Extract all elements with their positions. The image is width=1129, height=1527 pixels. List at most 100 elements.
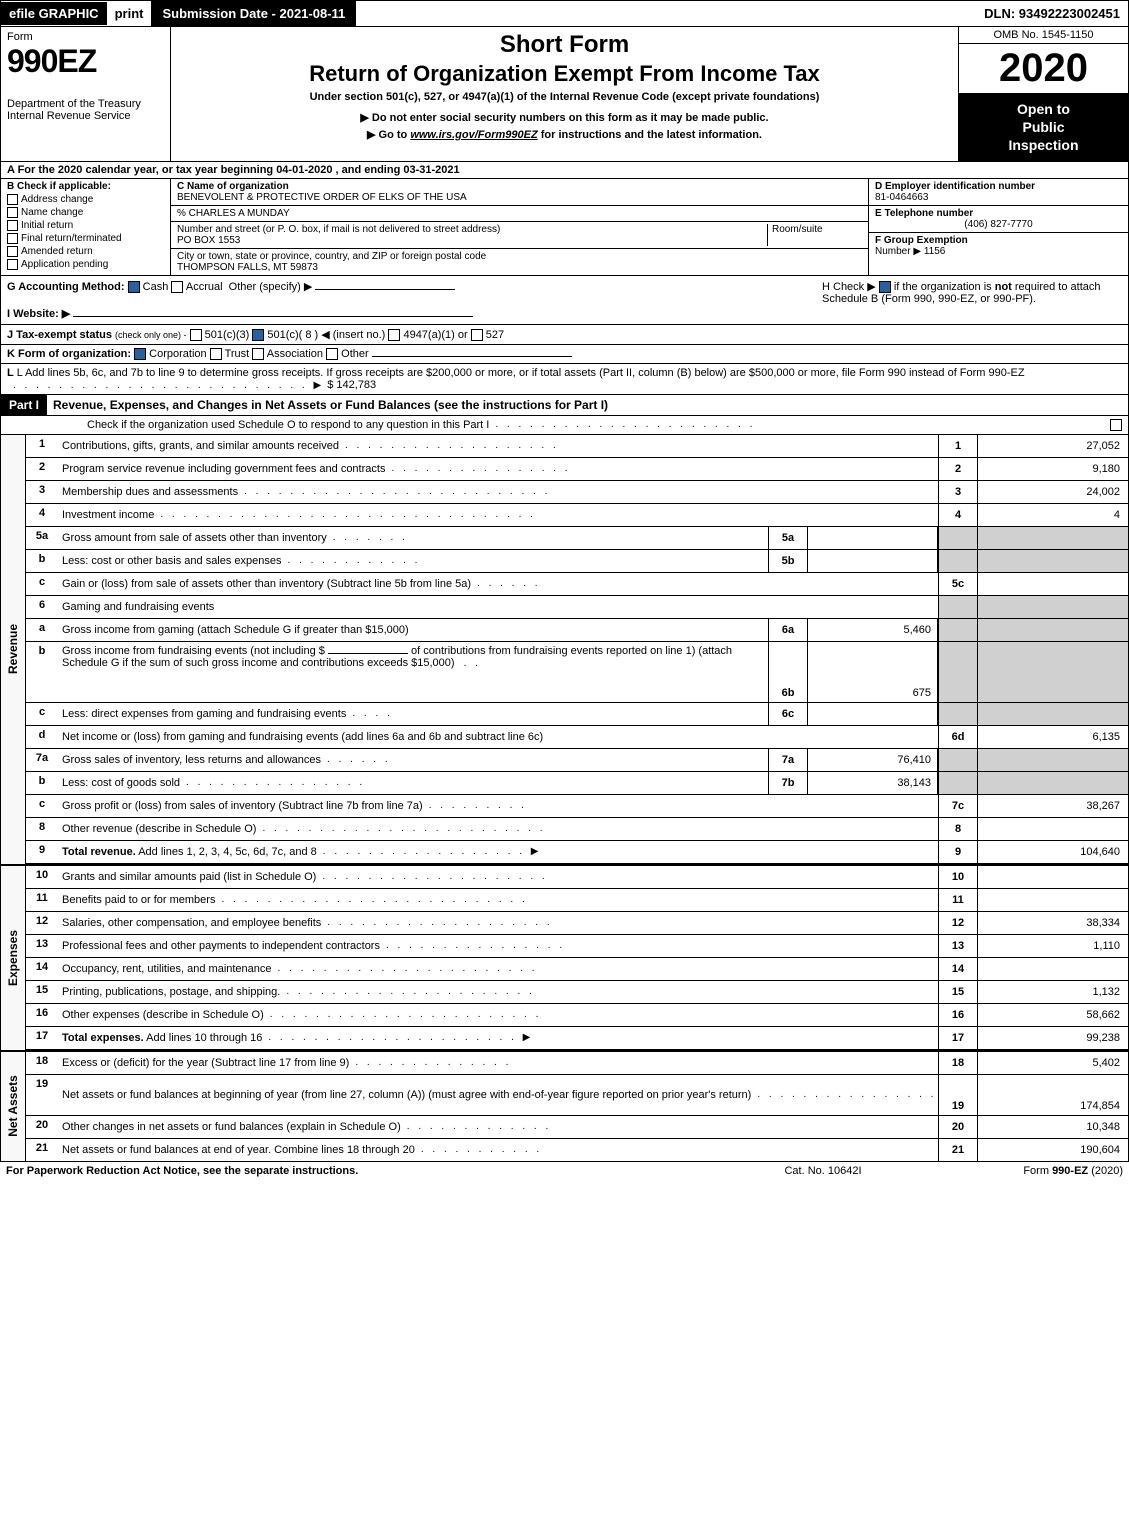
dept-treasury: Department of the Treasury (7, 98, 164, 110)
line-16-value: 58,662 (978, 1004, 1128, 1026)
line-7c: c Gross profit or (loss) from sales of i… (26, 795, 1128, 818)
line-21: 21 Net assets or fund balances at end of… (26, 1139, 1128, 1161)
f-number: 1156 (924, 246, 946, 257)
checkbox-address-change[interactable]: Address change (7, 194, 164, 205)
f-label: F Group Exemption (875, 235, 968, 246)
line-14: 14 Occupancy, rent, utilities, and maint… (26, 958, 1128, 981)
section-k: K Form of organization: Corporation Trus… (1, 345, 1128, 364)
checkbox-amended-return[interactable]: Amended return (7, 246, 164, 257)
line-5b: b Less: cost or other basis and sales ex… (26, 550, 1128, 573)
c-label: C Name of organization (177, 181, 862, 192)
checkbox-527[interactable] (471, 329, 483, 341)
revenue-table: 1 Contributions, gifts, grants, and simi… (26, 435, 1128, 864)
line-9-value: 104,640 (978, 841, 1128, 863)
section-j: J Tax-exempt status (check only one) - 5… (1, 325, 1128, 345)
insert-no: ◀ (insert no.) (321, 329, 385, 341)
other-input[interactable] (315, 289, 455, 290)
6b-input[interactable] (328, 653, 408, 654)
checkbox-other-org[interactable] (326, 348, 338, 360)
line-6d-value: 6,135 (978, 726, 1128, 748)
line-13-value: 1,110 (978, 935, 1128, 957)
city-block: City or town, state or province, country… (171, 249, 868, 275)
j-label: J Tax-exempt status (7, 329, 112, 341)
line-17-value: 99,238 (978, 1027, 1128, 1049)
line-10-value (978, 866, 1128, 888)
line-6a: a Gross income from gaming (attach Sched… (26, 619, 1128, 642)
line-15: 15 Printing, publications, postage, and … (26, 981, 1128, 1004)
goto-post: for instructions and the latest informat… (538, 129, 762, 141)
line-1-value: 27,052 (978, 435, 1128, 457)
net-assets-table: 18 Excess or (deficit) for the year (Sub… (26, 1052, 1128, 1161)
checkbox-final-return[interactable]: Final return/terminated (7, 233, 164, 244)
org-name: BENEVOLENT & PROTECTIVE ORDER OF ELKS OF… (177, 192, 862, 203)
checkbox-application-pending[interactable]: Application pending (7, 259, 164, 270)
line-6a-value: 5,460 (808, 619, 938, 641)
form-header: Form 990EZ Department of the Treasury In… (1, 27, 1128, 162)
row-a-tax-year: A For the 2020 calendar year, or tax yea… (1, 162, 1128, 179)
tax-year: 2020 (959, 44, 1128, 94)
care-of: % CHARLES A MUNDAY (171, 206, 868, 222)
cash-label: Cash (143, 281, 169, 293)
line-6b-value: 675 (808, 642, 938, 702)
checkbox-initial-return[interactable]: Initial return (7, 220, 164, 231)
line-5c-value (978, 573, 1128, 595)
section-d: D Employer identification number 81-0464… (868, 179, 1128, 275)
efile-button[interactable]: efile GRAPHIC (1, 2, 107, 25)
subtitle: Under section 501(c), 527, or 4947(a)(1)… (181, 91, 948, 103)
footer: For Paperwork Reduction Act Notice, see … (0, 1162, 1129, 1180)
line-6c-value (808, 703, 938, 725)
inspection-line2: Public (963, 118, 1124, 136)
expenses-side-label: Expenses (1, 866, 26, 1050)
phone-block: E Telephone number (406) 827-7770 (869, 206, 1128, 233)
ein-block: D Employer identification number 81-0464… (869, 179, 1128, 206)
part-1-check: Check if the organization used Schedule … (1, 416, 1128, 435)
part-1-header: Part I Revenue, Expenses, and Changes in… (1, 395, 1128, 416)
line-2-value: 9,180 (978, 458, 1128, 480)
checkbox-501c3[interactable] (190, 329, 202, 341)
other-label: Other (specify) ▶ (229, 281, 313, 293)
expenses-section: Expenses 10 Grants and similar amounts p… (1, 864, 1128, 1050)
header-center: Short Form Return of Organization Exempt… (171, 27, 958, 161)
part-1-label: Part I (1, 395, 47, 415)
i-label: I Website: ▶ (7, 308, 70, 320)
line-12: 12 Salaries, other compensation, and emp… (26, 912, 1128, 935)
form-number: 990EZ (7, 43, 164, 80)
goto-line: ▶ Go to www.irs.gov/Form990EZ for instru… (181, 128, 948, 141)
city: THOMPSON FALLS, MT 59873 (177, 262, 862, 273)
website-input[interactable] (73, 316, 473, 317)
checkbox-cash-checked[interactable] (128, 281, 140, 293)
line-3: 3 Membership dues and assessments. . . .… (26, 481, 1128, 504)
print-button[interactable]: print (107, 2, 152, 25)
line-16: 16 Other expenses (describe in Schedule … (26, 1004, 1128, 1027)
checkbox-501c-checked[interactable] (252, 329, 264, 341)
header-left: Form 990EZ Department of the Treasury In… (1, 27, 171, 161)
line-7a: 7a Gross sales of inventory, less return… (26, 749, 1128, 772)
section-g: G Accounting Method: Cash Accrual Other … (7, 280, 812, 320)
line-14-value (978, 958, 1128, 980)
irs-link[interactable]: www.irs.gov/Form990EZ (410, 129, 537, 141)
checkbox-association[interactable] (252, 348, 264, 360)
checkbox-schedule-o[interactable] (1110, 419, 1122, 431)
line-7b: b Less: cost of goods sold. . . . . . . … (26, 772, 1128, 795)
checkbox-h-checked[interactable] (879, 281, 891, 293)
form-label: Form (7, 31, 164, 43)
net-assets-side-label: Net Assets (1, 1052, 26, 1161)
d-label: D Employer identification number (875, 181, 1122, 192)
submission-date-button[interactable]: Submission Date - 2021-08-11 (151, 1, 356, 26)
dept-irs: Internal Revenue Service (7, 110, 164, 122)
addr: PO BOX 1553 (177, 235, 767, 246)
line-13: 13 Professional fees and other payments … (26, 935, 1128, 958)
checkbox-corporation-checked[interactable] (134, 348, 146, 360)
other-org-input[interactable] (372, 356, 572, 357)
line-8: 8 Other revenue (describe in Schedule O)… (26, 818, 1128, 841)
checkbox-trust[interactable] (210, 348, 222, 360)
j-sub: (check only one) - (115, 330, 187, 340)
ein: 81-0464663 (875, 192, 1122, 203)
l-text: L Add lines 5b, 6c, and 7b to line 9 to … (17, 367, 1025, 379)
checkbox-name-change[interactable]: Name change (7, 207, 164, 218)
line-11: 11 Benefits paid to or for members. . . … (26, 889, 1128, 912)
checkbox-4947[interactable] (388, 329, 400, 341)
group-exemption-block: F Group Exemption Number ▶ 1156 (869, 233, 1128, 259)
line-11-value (978, 889, 1128, 911)
checkbox-accrual[interactable] (171, 281, 183, 293)
